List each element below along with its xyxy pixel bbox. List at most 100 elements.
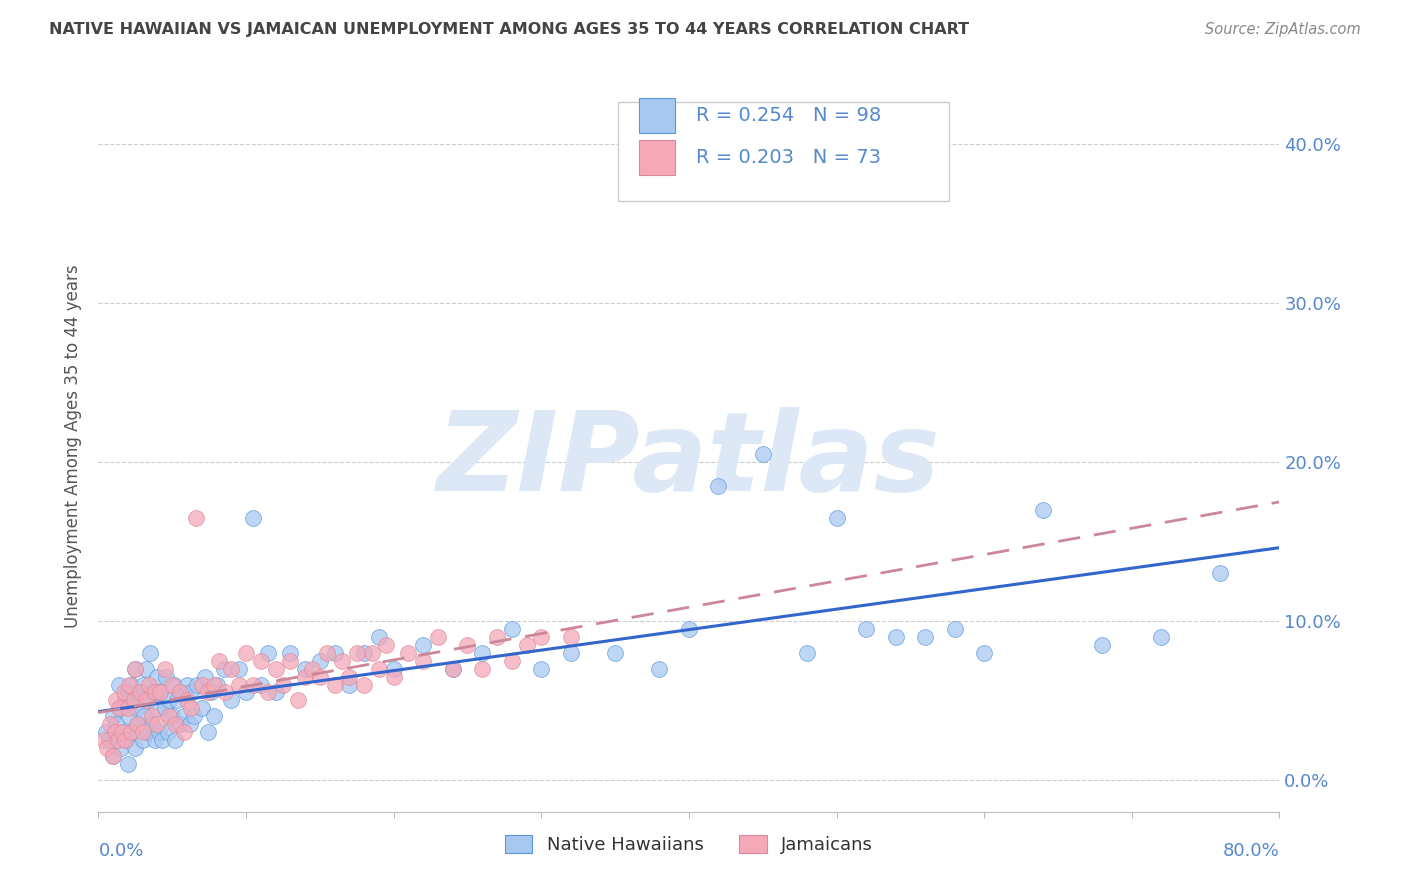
Point — [94, 725, 117, 739]
Text: R = 0.254   N = 98: R = 0.254 N = 98 — [696, 106, 882, 125]
Point — [197, 685, 219, 699]
Point — [530, 630, 553, 644]
Point — [457, 638, 479, 652]
Point — [104, 725, 127, 739]
Point — [271, 677, 294, 691]
Point — [155, 669, 177, 683]
Point — [124, 741, 146, 756]
Point — [112, 725, 135, 739]
Point — [242, 677, 264, 691]
Point — [96, 741, 118, 756]
Point — [309, 654, 332, 668]
Point — [242, 510, 264, 524]
Point — [128, 685, 150, 699]
Point — [360, 646, 382, 660]
Point — [471, 662, 494, 676]
Point — [346, 646, 368, 660]
Point — [138, 677, 160, 691]
Point — [205, 677, 228, 691]
Text: 0.0%: 0.0% — [98, 842, 143, 860]
Point — [117, 701, 139, 715]
Point — [441, 662, 464, 676]
Point — [323, 677, 346, 691]
Point — [530, 662, 553, 676]
Point — [235, 685, 257, 699]
Point — [125, 717, 148, 731]
Point — [235, 646, 257, 660]
Point — [97, 733, 120, 747]
Point — [339, 677, 361, 691]
Text: R = 0.203   N = 73: R = 0.203 N = 73 — [696, 148, 882, 168]
Point — [118, 677, 141, 691]
Point — [257, 646, 280, 660]
Point — [486, 630, 509, 644]
Point — [221, 662, 243, 676]
Point — [605, 646, 627, 660]
Point — [128, 685, 150, 699]
Y-axis label: Unemployment Among Ages 35 to 44 years: Unemployment Among Ages 35 to 44 years — [65, 264, 83, 628]
Point — [103, 749, 125, 764]
Point — [120, 677, 142, 691]
Point — [166, 693, 188, 707]
Point — [132, 733, 155, 747]
Point — [560, 646, 582, 660]
Point — [120, 725, 142, 739]
Point — [280, 654, 302, 668]
Point — [146, 717, 169, 731]
Point — [471, 646, 494, 660]
Point — [139, 646, 162, 660]
Point — [153, 701, 176, 715]
Point — [150, 733, 173, 747]
FancyBboxPatch shape — [619, 103, 949, 201]
Point — [125, 701, 148, 715]
Point — [148, 725, 170, 739]
Legend: Native Hawaiians, Jamaicans: Native Hawaiians, Jamaicans — [498, 828, 880, 861]
Point — [228, 662, 250, 676]
Point — [103, 749, 125, 764]
Point — [184, 510, 207, 524]
Point — [214, 685, 236, 699]
Point — [427, 630, 450, 644]
FancyBboxPatch shape — [640, 98, 675, 133]
Point — [197, 725, 219, 739]
Point — [398, 646, 420, 660]
FancyBboxPatch shape — [640, 140, 675, 176]
Point — [127, 717, 149, 731]
Point — [132, 677, 155, 691]
Point — [752, 447, 775, 461]
Point — [149, 685, 172, 699]
Point — [118, 709, 141, 723]
Text: NATIVE HAWAIIAN VS JAMAICAN UNEMPLOYMENT AMONG AGES 35 TO 44 YEARS CORRELATION C: NATIVE HAWAIIAN VS JAMAICAN UNEMPLOYMENT… — [49, 22, 969, 37]
Point — [121, 725, 143, 739]
Point — [143, 685, 166, 699]
Point — [107, 733, 129, 747]
Point — [169, 685, 191, 699]
Point — [191, 701, 214, 715]
Point — [157, 709, 180, 723]
Point — [180, 701, 202, 715]
Point — [135, 662, 157, 676]
Point — [914, 630, 936, 644]
Point — [191, 677, 214, 691]
Point — [194, 669, 217, 683]
Point — [110, 701, 132, 715]
Point — [257, 685, 280, 699]
Point — [114, 693, 136, 707]
Point — [170, 685, 193, 699]
Point — [93, 733, 115, 747]
Point — [112, 685, 135, 699]
Point — [678, 622, 700, 636]
Point — [441, 662, 464, 676]
Point — [111, 725, 134, 739]
Point — [353, 646, 375, 660]
Point — [105, 693, 128, 707]
Point — [1091, 638, 1114, 652]
Text: Source: ZipAtlas.com: Source: ZipAtlas.com — [1205, 22, 1361, 37]
Point — [264, 662, 287, 676]
Point — [98, 717, 121, 731]
Point — [855, 622, 877, 636]
Point — [162, 677, 183, 691]
Point — [134, 709, 156, 723]
Point — [142, 685, 165, 699]
Point — [412, 654, 434, 668]
